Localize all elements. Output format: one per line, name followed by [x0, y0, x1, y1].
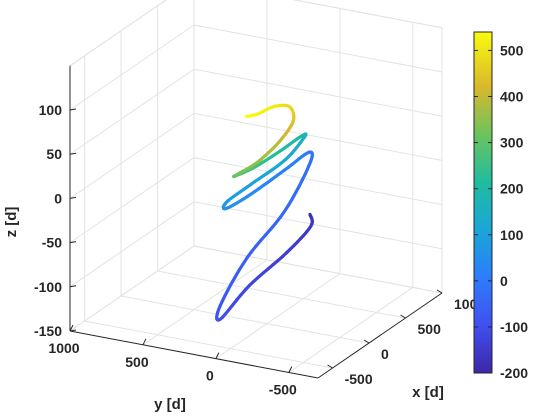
z-tick-mark	[69, 108, 77, 111]
tick-labels: -150-100-50050100-50005001000-5000500100…	[34, 102, 485, 397]
x-tick-mark	[436, 289, 443, 294]
colorbar-gradient	[473, 31, 493, 374]
colorbar-tick-label: 400	[500, 89, 524, 105]
x-tick-mark	[400, 314, 406, 319]
colorbar: 500 400 300 200 100 0 -100 -200	[473, 31, 528, 381]
z-tick-label: 0	[54, 190, 62, 206]
grid-lines	[69, 0, 443, 373]
z-tick-mark	[69, 152, 77, 155]
x-tick-mark	[363, 339, 370, 344]
y-tick-label: 0	[206, 368, 214, 384]
z-tick-label: 100	[39, 102, 63, 118]
grid-line-x	[84, 320, 333, 369]
y-tick-label: -500	[269, 381, 297, 397]
y-tick-mark	[69, 324, 74, 332]
colorbar-tick-label: 200	[500, 181, 524, 197]
grid-line-z	[69, 24, 195, 111]
z-tick-mark	[69, 241, 77, 244]
z-tick-mark	[69, 285, 77, 288]
x-tick-label: 500	[418, 321, 442, 337]
z-tick-mark	[69, 329, 77, 332]
trajectory-curve	[215, 103, 314, 322]
y-axis-line	[69, 330, 319, 379]
grid-line-x	[157, 270, 406, 319]
grid-line-z	[193, 112, 443, 161]
grid-line-z	[193, 201, 443, 250]
z-tick-label: -150	[34, 323, 62, 339]
grid-line-y	[69, 245, 195, 332]
grid-line-z	[193, 68, 443, 117]
z-tick-mark	[69, 196, 77, 199]
colorbar-tick-label: 500	[500, 42, 524, 58]
colorbar-tick-label: 300	[500, 135, 524, 151]
grid-line-x	[120, 295, 370, 344]
y-axis-label: y [d]	[154, 396, 186, 413]
z-tick-label: -50	[42, 235, 62, 251]
grid-line-z	[193, 157, 443, 206]
colorbar-tick-label: -100	[500, 319, 528, 335]
colorbar-ticks: 500 400 300 200 100 0 -100 -200	[474, 42, 528, 381]
grid-line-y	[142, 259, 268, 346]
y-tick-label: 500	[125, 354, 149, 370]
grid-line-z	[69, 0, 167, 67]
grid-line-y	[215, 273, 341, 360]
grid-line-z	[69, 157, 195, 244]
z-tick-label: -100	[34, 279, 62, 295]
axes-panes	[70, 246, 442, 378]
colorbar-tick-label: 0	[500, 273, 508, 289]
floor-pane	[70, 246, 442, 378]
y-tick-mark	[215, 352, 220, 359]
z-tick-label: 50	[46, 146, 62, 162]
y-tick-mark	[288, 366, 293, 373]
grid-line-z	[193, 24, 443, 73]
grid-line-z	[69, 68, 195, 155]
grid-line-x	[193, 245, 443, 294]
colorbar-tick-label: -200	[500, 365, 528, 381]
grid-line-z	[69, 112, 195, 199]
grid-line-z	[69, 201, 195, 288]
x-tick-mark	[327, 364, 333, 369]
colorbar-tick-label: 100	[500, 227, 524, 243]
x-axis-line	[317, 292, 443, 379]
x-axis-label: x [d]	[412, 384, 444, 401]
z-axis-label: z [d]	[3, 207, 20, 238]
y-tick-label: 1000	[48, 340, 79, 356]
box-edge	[292, 0, 443, 29]
box-edge	[69, 0, 167, 67]
x-tick-label: 0	[381, 346, 389, 362]
y-tick-mark	[142, 338, 147, 346]
grid-line-y	[288, 287, 414, 373]
x-tick-label: -500	[345, 371, 373, 387]
